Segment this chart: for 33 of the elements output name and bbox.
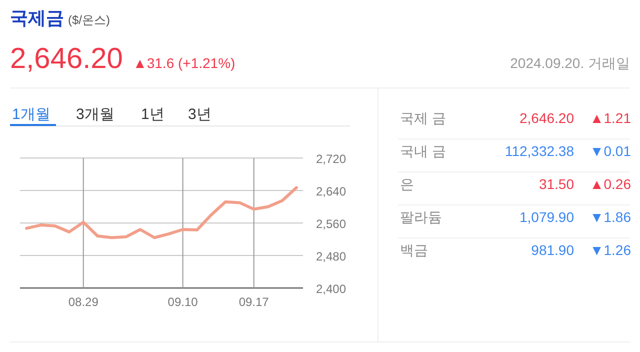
x-tick-label: 08.29: [68, 295, 99, 309]
category-label: 팔라듐: [400, 209, 442, 225]
data-label: 2,646.20: [520, 110, 574, 126]
category-label: 은: [400, 176, 414, 192]
category-label: 국제 금: [400, 110, 446, 126]
category-label: 백금: [400, 242, 428, 258]
text: ▲31.6 (+1.21%): [133, 55, 236, 71]
text: 1개월: [12, 106, 50, 123]
line-series: [25, 186, 298, 240]
x-tick-label: 09.17: [238, 295, 270, 309]
data-label: 112,332.38: [504, 143, 574, 159]
category-label: 국내 금: [400, 143, 446, 159]
data-label: ▲0.26: [590, 176, 632, 192]
data-label: ▼0.01: [590, 143, 632, 159]
data-label: 1,079.90: [520, 209, 574, 225]
y-tick-label: 2,480: [316, 250, 346, 264]
text: 3개월: [76, 106, 114, 123]
text: 2024.09.20. 거래일: [510, 55, 630, 71]
text: 1년: [141, 106, 164, 123]
chart-subtitle: ($/온스): [68, 13, 110, 27]
y-tick-label: 2,400: [316, 282, 346, 296]
text: 3년: [188, 106, 212, 123]
text: 2,646.20: [10, 43, 123, 75]
chart-title: 국제금: [10, 8, 64, 28]
x-tick-label: 09.10: [168, 295, 198, 309]
y-tick-label: 2,560: [316, 217, 346, 231]
data-label: ▼1.26: [590, 242, 632, 258]
y-tick-label: 2,640: [316, 184, 346, 198]
data-label: ▲1.21: [590, 110, 632, 126]
y-tick-label: 2,720: [316, 152, 346, 166]
data-label: 31.50: [538, 176, 574, 192]
data-label: 981.90: [531, 242, 574, 258]
data-label: ▼1.86: [590, 209, 632, 225]
